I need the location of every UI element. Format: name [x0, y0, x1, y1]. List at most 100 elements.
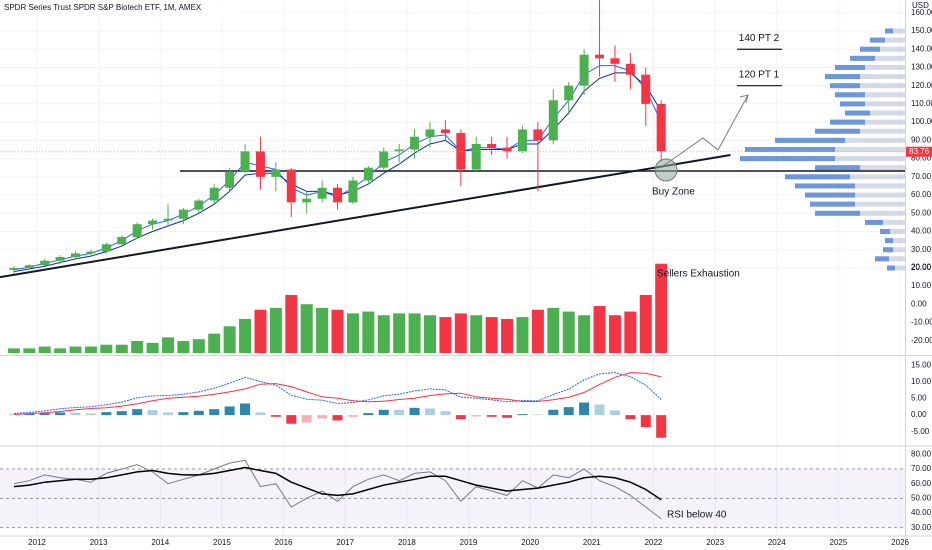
volume-profile-up-bar	[850, 55, 875, 61]
exhaustion-bar	[454, 313, 467, 353]
y-tick-label: -5.00	[911, 427, 930, 436]
macd-histogram-bar	[70, 412, 81, 416]
exhaustion-bar	[223, 326, 236, 353]
exhaustion-bar	[655, 263, 668, 353]
volume-profile-bar	[883, 247, 905, 253]
candle-body	[641, 74, 651, 104]
macd-histogram-bar	[132, 409, 143, 416]
buy-zone-label: Buy Zone	[652, 187, 695, 198]
volume-profile-bar	[830, 83, 905, 89]
candle-body	[456, 133, 466, 170]
candle-body	[209, 187, 219, 201]
exhaustion-bar	[316, 307, 329, 353]
y-tick-label: 50.00	[911, 208, 932, 217]
exhaustion-bar	[423, 315, 436, 353]
volume-profile-up-bar	[745, 146, 835, 152]
macd-histogram-bar	[656, 415, 667, 438]
volume-profile-bar	[835, 64, 905, 70]
candle-body	[132, 224, 142, 237]
candle-body	[101, 244, 111, 252]
volume-profile-up-bar	[830, 83, 860, 89]
macd-histogram-bar	[548, 409, 559, 416]
macd-histogram-bar	[502, 415, 513, 418]
y-tick-label: 120.00	[911, 81, 932, 90]
exhaustion-bar	[624, 311, 637, 353]
y-tick-label: 20.00	[911, 263, 932, 272]
volume-profile-up-bar	[883, 247, 893, 253]
volume-profile-up-bar	[885, 28, 893, 34]
macd-histogram-bar	[178, 412, 189, 416]
x-tick-label: 2018	[398, 538, 416, 547]
y-tick-label: 130.00	[911, 63, 932, 72]
rsi-line	[13, 459, 662, 520]
candle-body	[9, 267, 19, 270]
marks	[0, 0, 905, 520]
y-tick-label: 80.00	[911, 449, 932, 458]
y-tick-label: 40.00	[911, 227, 932, 236]
last-price-box	[906, 146, 932, 157]
y-tick-label: 110.00	[911, 99, 932, 108]
y-tick-label: 10.00	[911, 377, 932, 386]
macd-histogram-bar	[209, 409, 220, 416]
volume-profile-up-bar	[815, 210, 860, 216]
volume-profile-bar	[845, 110, 905, 116]
x-tick-label: 2019	[460, 538, 478, 547]
volume-profile-bar	[880, 229, 905, 235]
exhaustion-bar	[501, 318, 514, 353]
exhaustion-bar	[208, 333, 221, 353]
volume-profile-bar	[840, 101, 905, 107]
volume-profile-up-bar	[805, 192, 855, 198]
y-tick-label: 60.00	[911, 190, 932, 199]
exhaustion-label: Sellers Exhaustion	[657, 269, 740, 280]
candle-body	[71, 253, 81, 258]
y-tick-label: 50.00	[911, 493, 932, 502]
exhaustion-bar	[54, 348, 67, 353]
buy-zone-circle	[654, 158, 678, 182]
macd-histogram-bar	[471, 415, 482, 417]
exhaustion-bar	[393, 313, 406, 353]
y-tick-label: 15.00	[911, 360, 932, 369]
candle-body	[55, 257, 65, 261]
candle-body	[548, 100, 558, 141]
macd-histogram-bar	[440, 411, 451, 416]
exhaustion-bar	[146, 342, 159, 353]
macd-histogram-bar	[363, 413, 374, 416]
exhaustion-bar	[115, 344, 128, 353]
exhaustion-bar	[239, 318, 252, 353]
volume-profile-bar	[825, 74, 905, 80]
y-tick-label: 140.00	[911, 44, 932, 53]
exhaustion-bar	[578, 315, 591, 353]
moving-average	[13, 72, 662, 273]
x-tick-label: 2023	[706, 538, 724, 547]
target-label: 120 PT 1	[739, 69, 780, 80]
macd-histogram-bar	[39, 413, 50, 416]
candle-body	[348, 180, 358, 203]
macd-line	[13, 372, 662, 414]
candle-body	[271, 169, 281, 177]
candle-body	[517, 129, 527, 152]
candle-body	[440, 129, 450, 134]
exhaustion-bar	[84, 346, 97, 353]
y-tick-label: 5.00	[911, 394, 927, 403]
volume-profile-up-bar	[815, 128, 860, 134]
candle-body	[363, 167, 373, 181]
volume-profile-up-bar	[815, 165, 860, 171]
candle-body	[333, 187, 343, 203]
candle-body	[471, 144, 481, 170]
macd-histogram-bar	[270, 415, 281, 417]
exhaustion-bar	[69, 346, 82, 353]
macd-histogram-bar	[409, 407, 420, 416]
macd-histogram-bar	[301, 415, 312, 423]
candle-body	[302, 198, 312, 203]
trendline	[0, 154, 731, 279]
x-tick-label: 2024	[768, 538, 786, 547]
candle-body	[24, 265, 34, 268]
x-tick-label: 2012	[28, 538, 46, 547]
volume-profile-bar	[810, 201, 905, 207]
currency-label: USD	[912, 1, 929, 10]
y-tick-label: 90.00	[911, 135, 932, 144]
x-tick-label: 2016	[275, 538, 293, 547]
macd-histogram-bar	[24, 413, 35, 416]
candle-body	[410, 136, 420, 150]
